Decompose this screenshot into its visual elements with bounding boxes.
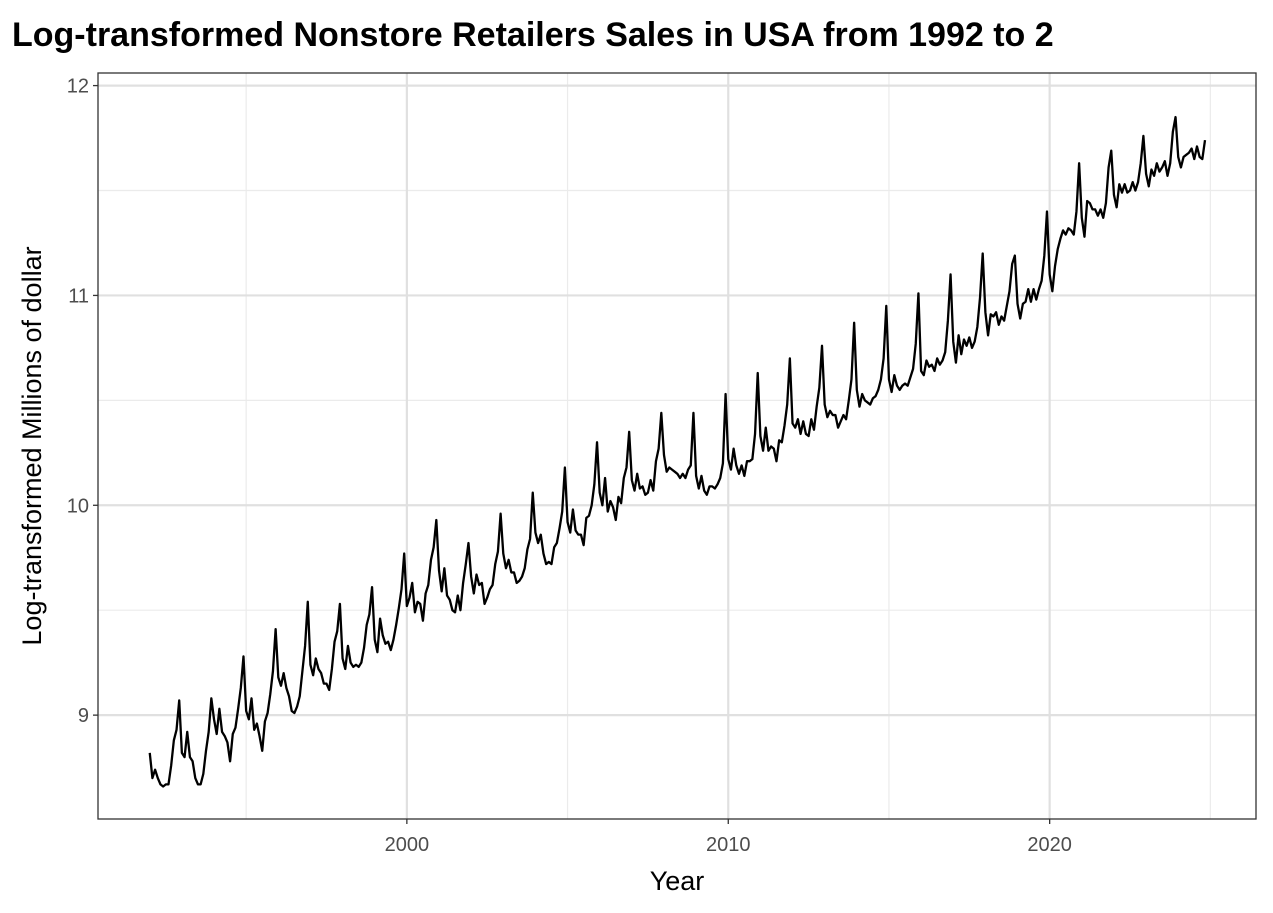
x-tick-label: 2010 — [706, 834, 751, 856]
series-line-nonstore-sales — [148, 115, 1207, 788]
y-axis: 9 10 11 12 — [67, 76, 98, 727]
x-tick-label: 2020 — [1027, 834, 1072, 856]
x-axis: 2000 2010 2020 — [385, 819, 1072, 856]
x-axis-label: Year — [650, 866, 705, 896]
y-tick-label: 11 — [68, 285, 89, 307]
grid — [98, 73, 1256, 819]
y-tick-label: 10 — [67, 495, 89, 517]
y-axis-label: Log-transformed Millions of dollar — [17, 246, 47, 645]
y-tick-label: 9 — [78, 705, 89, 727]
panel-border — [97, 72, 1257, 820]
x-tick-label: 2000 — [385, 834, 430, 856]
y-tick-label: 12 — [67, 76, 89, 98]
chart-title: Log-transformed Nonstore Retailers Sales… — [12, 16, 1054, 54]
